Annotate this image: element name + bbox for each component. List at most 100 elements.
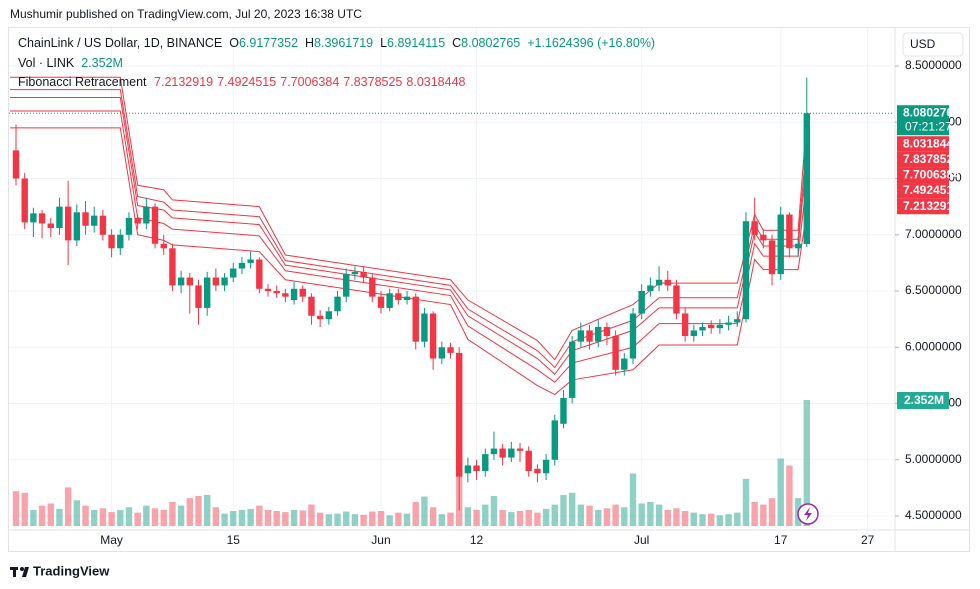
- candle-body: [186, 277, 193, 286]
- close-label: C: [452, 36, 462, 50]
- fib-axis-label: 8.0318448: [903, 136, 960, 150]
- x-tick-label: 17: [774, 533, 788, 547]
- candle-body: [403, 296, 411, 301]
- volume-bar: [568, 492, 576, 526]
- x-tick-label: Jul: [634, 533, 649, 547]
- candle-body: [786, 214, 793, 249]
- volume-bar: [542, 508, 550, 526]
- candle-body: [282, 293, 289, 297]
- fib-axis-box: [897, 136, 949, 152]
- volume-bar: [99, 508, 107, 526]
- candle-body: [264, 288, 272, 292]
- volume-bar: [360, 514, 367, 526]
- open-value: 6.9177352: [238, 36, 299, 50]
- candle-body: [64, 206, 72, 241]
- candle-body: [21, 178, 28, 223]
- volume-bar: [238, 509, 246, 526]
- brand-logo: [10, 567, 29, 577]
- volume-bar: [12, 491, 20, 526]
- volume-bar: [325, 514, 333, 526]
- fib-value: 7.4924515: [217, 75, 277, 89]
- legend-row: Vol · LINK 2.352M: [18, 54, 655, 74]
- candle-body: [681, 313, 689, 337]
- fib-axis-box: [897, 183, 949, 199]
- volume-bar: [586, 505, 593, 526]
- candle-body: [473, 465, 480, 472]
- candle-body: [516, 448, 524, 451]
- y-tick-label: 4.5000000: [905, 508, 962, 522]
- candle-body: [595, 327, 602, 342]
- volume-bar: [751, 501, 758, 526]
- volume-bar: [664, 509, 671, 526]
- candle-body: [568, 341, 576, 398]
- volume-bar: [230, 511, 237, 526]
- candle-body: [603, 327, 611, 337]
- fib-axis-label: 7.2132919: [903, 199, 960, 213]
- candle-body: [768, 240, 776, 275]
- candle-body: [690, 330, 698, 337]
- candle-body: [56, 206, 63, 229]
- fib-value: 7.7006384: [280, 75, 340, 89]
- volume-bar: [343, 511, 350, 526]
- candle-body: [290, 288, 298, 301]
- candle-body: [247, 259, 254, 263]
- fib-axis-box: [897, 167, 949, 184]
- candle-body: [421, 313, 428, 342]
- volume-bar: [647, 501, 654, 526]
- volume-bar: [386, 515, 393, 526]
- y-tick-label: 7.0000000: [905, 227, 962, 241]
- volume-bar: [716, 515, 724, 526]
- volume-bar: [777, 458, 784, 526]
- volume-bar: [377, 511, 385, 526]
- open-label: O: [229, 36, 239, 50]
- candle-body: [586, 330, 593, 342]
- volume-bar: [264, 509, 272, 526]
- volume-bar: [655, 504, 663, 526]
- volume-bar: [438, 514, 446, 526]
- candle-body: [734, 319, 741, 323]
- candle-body: [638, 291, 645, 314]
- candle-body: [499, 448, 506, 458]
- candle-body: [143, 206, 150, 224]
- candle-body: [195, 285, 202, 308]
- candle-body: [525, 450, 532, 472]
- volume-bar: [629, 473, 637, 526]
- volume-bar: [369, 511, 376, 526]
- candle-body: [699, 327, 706, 331]
- volume-bar: [638, 503, 645, 526]
- volume-bar: [725, 514, 732, 526]
- candle-body: [629, 313, 637, 359]
- currency-label[interactable]: USD: [910, 37, 936, 51]
- candle-body: [108, 234, 115, 249]
- volume-name: Vol · LINK: [18, 55, 75, 70]
- volume-bar: [151, 508, 159, 526]
- candle-body: [230, 268, 237, 278]
- volume-bar: [273, 511, 280, 526]
- volume-bar: [21, 492, 28, 526]
- candle-body: [708, 324, 715, 329]
- candle-body: [160, 243, 167, 249]
- volume-bar: [760, 504, 767, 526]
- candle-body: [508, 448, 515, 458]
- y-tick-label: 6.0000000: [905, 339, 962, 353]
- candle-body: [438, 347, 446, 359]
- candle-body: [99, 215, 107, 235]
- volume-bar: [212, 507, 220, 526]
- candle-body: [203, 277, 211, 308]
- fib-name: Fibonacci Retracement: [18, 75, 147, 89]
- candle-body: [238, 262, 246, 269]
- candle-body: [412, 296, 419, 342]
- volume-bar: [82, 505, 89, 526]
- volume-bar: [334, 513, 341, 526]
- publish-note: Mushumir published on TradingView.com, J…: [10, 7, 362, 21]
- volume-bar: [412, 501, 419, 526]
- legend-row: Fibonacci Retracement 7.2132919 7.4924515…: [18, 73, 655, 93]
- low-value: 6.8914115: [387, 36, 446, 50]
- volume-bar: [786, 465, 793, 526]
- volume-bar: [525, 509, 532, 526]
- currency-button[interactable]: [902, 32, 964, 57]
- candle-body: [273, 291, 280, 294]
- volume-value: 2.352M: [81, 55, 123, 70]
- volume-bar: [64, 487, 72, 526]
